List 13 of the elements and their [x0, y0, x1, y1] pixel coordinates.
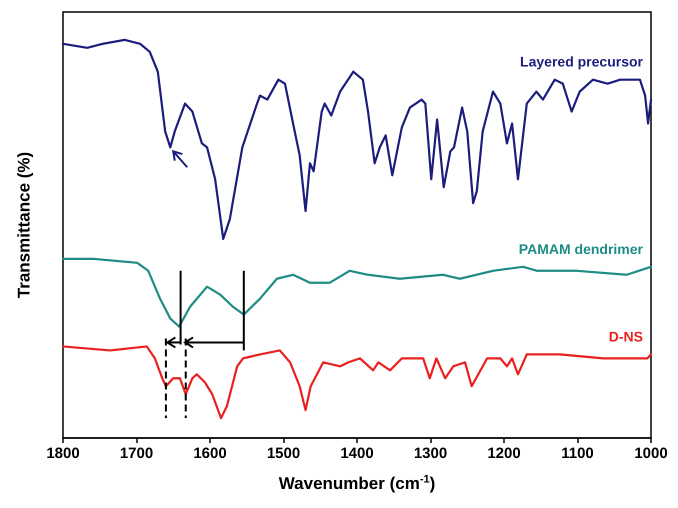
x-tick-label: 1700	[120, 445, 154, 462]
series-label: PAMAM dendrimer	[518, 240, 644, 257]
x-tick-label: 1200	[487, 445, 521, 462]
x-tick-label: 1000	[634, 445, 668, 462]
x-tick-label: 1500	[266, 445, 300, 462]
series-label: D-NS	[608, 328, 643, 344]
x-tick-label: 1600	[193, 445, 227, 462]
x-tick-label: 1300	[414, 445, 448, 462]
series-label: Layered precursor	[520, 54, 644, 70]
x-tick-label: 1100	[561, 445, 594, 462]
y-axis-title: Transmittance (%)	[14, 152, 34, 298]
x-tick-label: 1400	[340, 445, 374, 462]
x-tick-label: 1800	[46, 445, 80, 462]
